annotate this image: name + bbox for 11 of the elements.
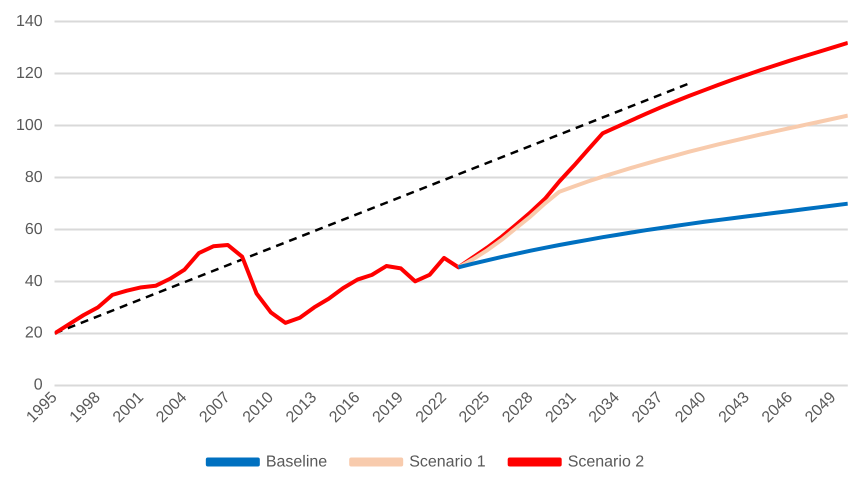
y-tick-label: 0 xyxy=(34,376,43,394)
legend-label: Scenario 2 xyxy=(568,453,644,470)
legend-label: Baseline xyxy=(266,453,328,470)
y-tick-label: 60 xyxy=(24,220,43,238)
y-tick-label: 80 xyxy=(24,168,43,186)
y-tick-label: 20 xyxy=(24,324,43,342)
y-tick-label: 120 xyxy=(16,64,43,82)
y-tick-label: 100 xyxy=(16,116,43,134)
y-tick-label: 140 xyxy=(16,13,43,30)
legend-label: Scenario 1 xyxy=(409,453,486,470)
y-tick-label: 40 xyxy=(24,272,43,290)
